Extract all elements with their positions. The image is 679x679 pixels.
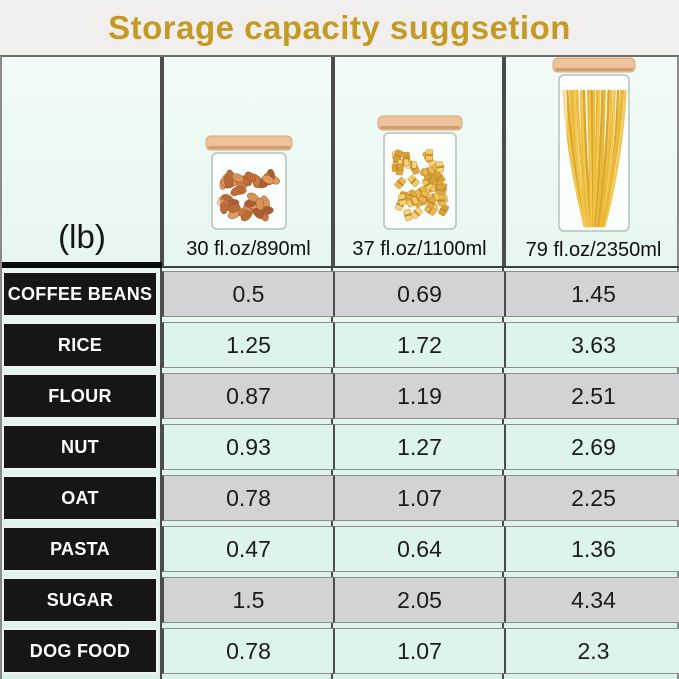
unit-cell: (lb) [2, 57, 162, 268]
value-cell: 3.63 [504, 322, 679, 368]
column-divider [160, 57, 162, 679]
capacity-label: 37 fl.oz/1100ml [352, 237, 487, 260]
value-cell: 0.69 [333, 271, 504, 317]
value-cell: 1.25 [162, 322, 333, 368]
value-cell: 0.64 [333, 526, 504, 572]
value-cell: 2.25 [504, 475, 679, 521]
row-label: OAT [2, 475, 158, 521]
table-row: PASTA 0.47 0.64 1.36 [2, 526, 679, 572]
row-label: NUT [2, 424, 158, 470]
value-cell: 0.78 [162, 628, 333, 674]
column-header-medium-jar: 37 fl.oz/1100ml [333, 57, 504, 268]
table-row: OAT 0.78 1.07 2.25 [2, 475, 679, 521]
farfalle-pasta-jar-icon [375, 57, 465, 232]
row-label: RICE [2, 322, 158, 368]
value-cell: 1.36 [504, 526, 679, 572]
table-row: DOG FOOD 0.78 1.07 2.3 [2, 628, 679, 674]
row-label: DOG FOOD [2, 628, 158, 674]
value-cell: 1.19 [333, 373, 504, 419]
value-cell: 1.72 [333, 322, 504, 368]
column-divider [331, 57, 333, 679]
capacity-label: 79 fl.oz/2350ml [525, 238, 662, 261]
value-cell: 2.05 [333, 577, 504, 623]
capacity-table: (lb) 30 fl.oz/890ml 37 fl.oz/1100ml 79 f… [0, 55, 679, 679]
table-row: RICE 1.25 1.72 3.63 [2, 322, 679, 368]
value-cell: 1.5 [162, 577, 333, 623]
value-cell: 1.27 [333, 424, 504, 470]
value-cell: 2.3 [504, 628, 679, 674]
unit-label: (lb) [58, 218, 106, 255]
table-row: NUT 0.93 1.27 2.69 [2, 424, 679, 470]
value-cell: 0.93 [162, 424, 333, 470]
value-cell: 1.07 [333, 628, 504, 674]
value-cell: 0.87 [162, 373, 333, 419]
title-bar: Storage capacity suggsetion [0, 0, 679, 55]
table-row: FLOUR 0.87 1.19 2.51 [2, 373, 679, 419]
value-cell: 0.47 [162, 526, 333, 572]
row-label: PASTA [2, 526, 158, 572]
column-header-large-jar: 79 fl.oz/2350ml [504, 57, 679, 268]
value-cell: 1.45 [504, 271, 679, 317]
page-title: Storage capacity suggsetion [108, 8, 571, 46]
row-label: COFFEE BEANS [2, 271, 158, 317]
row-label: FLOUR [2, 373, 158, 419]
value-cell: 0.78 [162, 475, 333, 521]
almonds-jar-icon [203, 57, 295, 232]
value-cell: 0.5 [162, 271, 333, 317]
spaghetti-jar-icon [550, 57, 638, 234]
row-label: SUGAR [2, 577, 158, 623]
table-row: COFFEE BEANS 0.5 0.69 1.45 [2, 271, 679, 317]
column-divider [502, 57, 504, 679]
table-header: (lb) 30 fl.oz/890ml 37 fl.oz/1100ml 79 f… [2, 57, 679, 268]
value-cell: 2.51 [504, 373, 679, 419]
table-row: SUGAR 1.5 2.05 4.34 [2, 577, 679, 623]
column-header-small-jar: 30 fl.oz/890ml [162, 57, 333, 268]
value-cell: 2.69 [504, 424, 679, 470]
capacity-label: 30 fl.oz/890ml [186, 237, 311, 260]
value-cell: 4.34 [504, 577, 679, 623]
value-cell: 1.07 [333, 475, 504, 521]
table-rows: COFFEE BEANS 0.5 0.69 1.45 RICE 1.25 1.72 3.63 F… [2, 268, 679, 674]
